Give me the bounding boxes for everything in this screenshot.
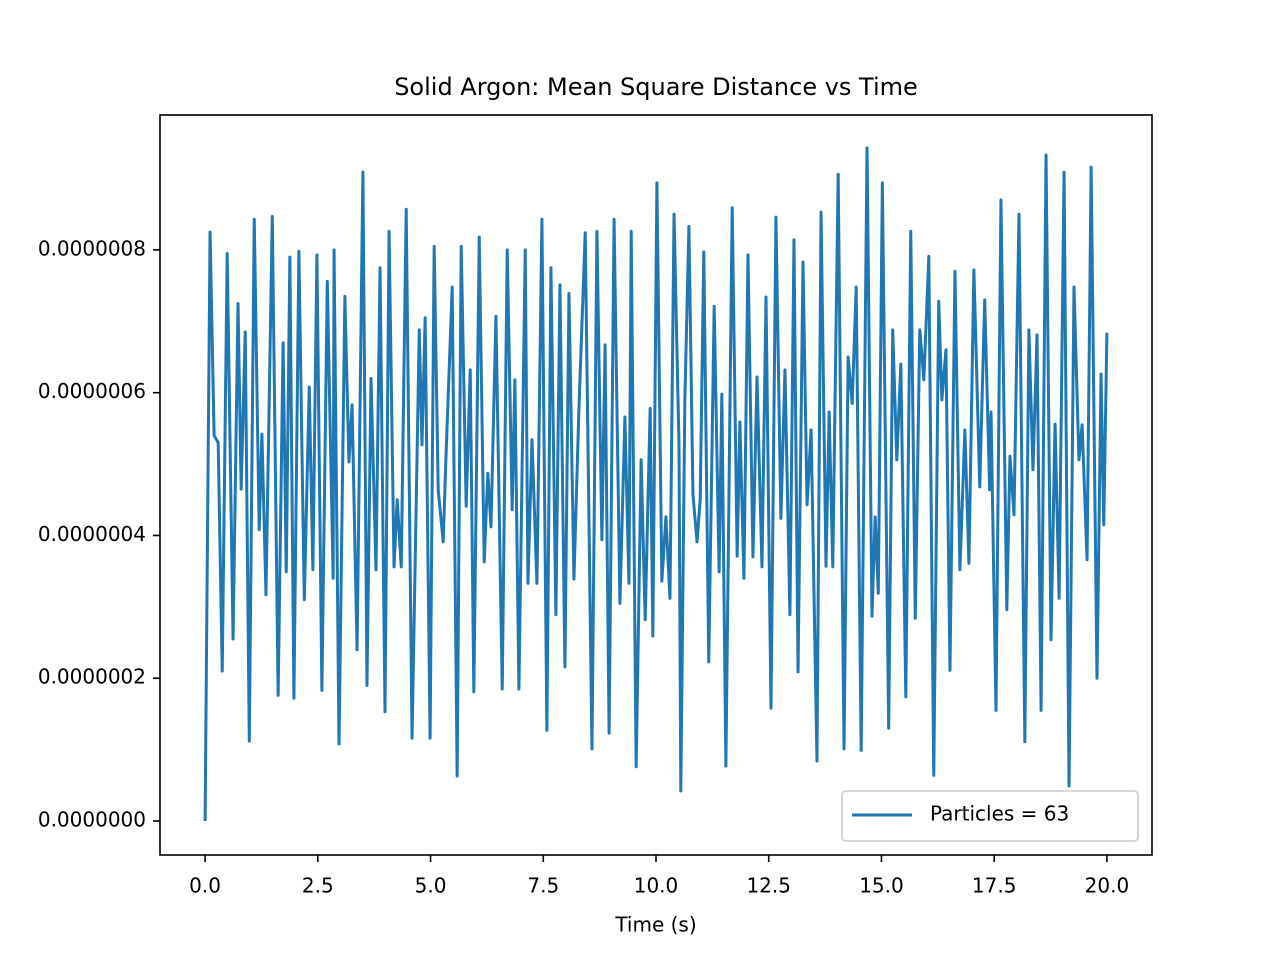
- x-tick-label: 0.0: [189, 874, 221, 898]
- legend-box: [841, 790, 1139, 842]
- plot-frame: [159, 114, 1153, 856]
- y-tick-label: 0.0000004: [38, 522, 146, 546]
- x-axis-label: Time (s): [614, 913, 696, 937]
- data-line: [203, 146, 1109, 822]
- y-tick-label: 0.0000000: [38, 808, 146, 832]
- x-tick-label: 5.0: [415, 874, 447, 898]
- chart-title: Solid Argon: Mean Square Distance vs Tim…: [394, 73, 918, 101]
- x-tick-label: 10.0: [634, 874, 679, 898]
- y-tick-label: 0.0000006: [38, 379, 146, 403]
- y-tick-label: 0.0000002: [38, 665, 146, 689]
- x-tick-label: 12.5: [746, 874, 791, 898]
- x-tick-label: 15.0: [859, 874, 904, 898]
- x-tick-label: 2.5: [302, 874, 334, 898]
- y-tick-label: 0.0000008: [38, 236, 146, 260]
- x-tick-label: 17.5: [972, 874, 1017, 898]
- x-tick-label: 7.5: [527, 874, 559, 898]
- x-tick-label: 20.0: [1085, 874, 1130, 898]
- legend-label: Particles = 63: [930, 802, 1069, 826]
